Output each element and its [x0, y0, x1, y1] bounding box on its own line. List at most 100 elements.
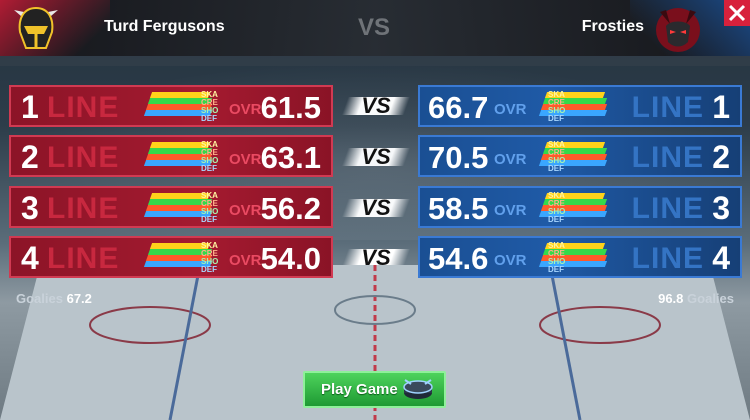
def-label: DEF [201, 114, 217, 123]
away-line-label: LINE [631, 141, 704, 174]
cre-label: CRE [548, 148, 565, 157]
away-attribute-bars: SKA CRE SHO DEF [532, 90, 612, 124]
vs-text: VS [361, 144, 391, 169]
home-ovr-label: OVR [229, 202, 262, 219]
close-icon [728, 4, 746, 22]
away-line-row: 58.5 OVR SKA CRE SHO DEF LINE 3 [418, 186, 742, 228]
def-label: DEF [548, 265, 564, 274]
away-ovr-label: OVR [494, 252, 527, 269]
away-line-number: 4 [712, 240, 730, 276]
away-ovr-value: 70.5 [428, 140, 489, 175]
home-line-number: 3 [21, 190, 39, 226]
sho-label: SHO [201, 106, 219, 115]
header-vs-label: VS [358, 14, 391, 41]
away-attribute-bars: SKA CRE SHO DEF [532, 241, 612, 275]
demon-face-icon [656, 8, 700, 52]
home-ovr-label: OVR [229, 151, 262, 168]
home-line-row: 1 LINE SKA CRE SHO DEF OVR 61.5 [9, 85, 333, 127]
home-team-name: Turd Fergusons [104, 18, 225, 35]
header-underrow [0, 56, 750, 66]
ska-label: SKA [548, 90, 565, 99]
home-goalies-value: 67.2 [66, 291, 92, 306]
home-line-label: LINE [47, 242, 120, 275]
away-ovr-label: OVR [494, 101, 527, 118]
cre-label: CRE [201, 148, 218, 157]
away-attribute-bars: SKA CRE SHO DEF [532, 191, 612, 225]
away-line-label: LINE [631, 192, 704, 225]
ska-label: SKA [201, 191, 218, 200]
cre-label: CRE [548, 199, 565, 208]
def-label: DEF [201, 215, 217, 224]
away-ovr-value: 58.5 [428, 191, 489, 226]
away-ovr-value: 66.7 [428, 90, 489, 125]
away-line-label: LINE [631, 242, 704, 275]
home-goalies-label: Goalies [16, 291, 63, 306]
ska-label: SKA [201, 140, 218, 149]
home-line-number: 4 [21, 240, 39, 276]
home-ovr-value: 56.2 [260, 191, 321, 226]
away-line-label: LINE [631, 91, 704, 124]
cre-label: CRE [201, 98, 218, 107]
away-goalies: 96.8 Goalies [658, 291, 734, 306]
sho-label: SHO [548, 257, 566, 266]
home-attribute-bars: SKA CRE SHO DEF [143, 191, 223, 225]
home-attribute-bars: SKA CRE SHO DEF [143, 241, 223, 275]
line-vs-label: VS [345, 246, 407, 270]
home-accent [0, 0, 110, 56]
cre-label: CRE [201, 199, 218, 208]
def-label: DEF [201, 164, 217, 173]
home-line-number: 2 [21, 139, 39, 175]
puck-icon [403, 379, 433, 399]
def-label: DEF [548, 215, 564, 224]
home-attribute-bars: SKA CRE SHO DEF [143, 90, 223, 124]
ska-label: SKA [548, 191, 565, 200]
sho-label: SHO [201, 156, 219, 165]
line-vs-label: VS [345, 145, 407, 169]
play-game-label: Play Game [321, 381, 398, 398]
away-goalies-value: 96.8 [658, 291, 684, 306]
away-line-number: 1 [712, 89, 730, 125]
ska-label: SKA [548, 241, 565, 250]
home-line-number: 1 [21, 89, 39, 125]
home-line-row: 4 LINE SKA CRE SHO DEF OVR 54.0 [9, 236, 333, 278]
home-ovr-value: 61.5 [260, 90, 321, 125]
play-game-button[interactable]: Play Game [303, 371, 446, 408]
def-label: DEF [548, 114, 564, 123]
home-attribute-bars: SKA CRE SHO DEF [143, 140, 223, 174]
home-goalies: Goalies 67.2 [16, 291, 92, 306]
ice-rink [0, 265, 750, 420]
away-line-row: 66.7 OVR SKA CRE SHO DEF LINE 1 [418, 85, 742, 127]
vs-text: VS [361, 245, 391, 270]
close-button[interactable] [724, 0, 750, 26]
away-line-number: 2 [712, 139, 730, 175]
ska-label: SKA [201, 90, 218, 99]
away-goalies-label: Goalies [687, 291, 734, 306]
home-ovr-label: OVR [229, 101, 262, 118]
away-line-row: 54.6 OVR SKA CRE SHO DEF LINE 4 [418, 236, 742, 278]
sho-label: SHO [548, 106, 566, 115]
ska-label: SKA [201, 241, 218, 250]
cre-label: CRE [548, 98, 565, 107]
home-line-label: LINE [47, 91, 120, 124]
sho-label: SHO [201, 207, 219, 216]
match-header: Turd Fergusons VS Frosties [0, 0, 750, 56]
def-label: DEF [201, 265, 217, 274]
home-line-label: LINE [47, 192, 120, 225]
sho-label: SHO [548, 156, 566, 165]
away-line-row: 70.5 OVR SKA CRE SHO DEF LINE 2 [418, 135, 742, 177]
home-ovr-label: OVR [229, 252, 262, 269]
away-ovr-label: OVR [494, 151, 527, 168]
home-line-label: LINE [47, 141, 120, 174]
away-line-number: 3 [712, 190, 730, 226]
ska-label: SKA [548, 140, 565, 149]
away-team-name: Frosties [581, 18, 644, 35]
sho-label: SHO [548, 207, 566, 216]
vs-text: VS [361, 195, 391, 220]
home-ovr-value: 54.0 [260, 241, 321, 276]
vs-text: VS [361, 93, 391, 118]
knight-helmet-icon [14, 6, 58, 49]
away-ovr-value: 54.6 [428, 241, 489, 276]
cre-label: CRE [201, 249, 218, 258]
away-attribute-bars: SKA CRE SHO DEF [532, 140, 612, 174]
cre-label: CRE [548, 249, 565, 258]
